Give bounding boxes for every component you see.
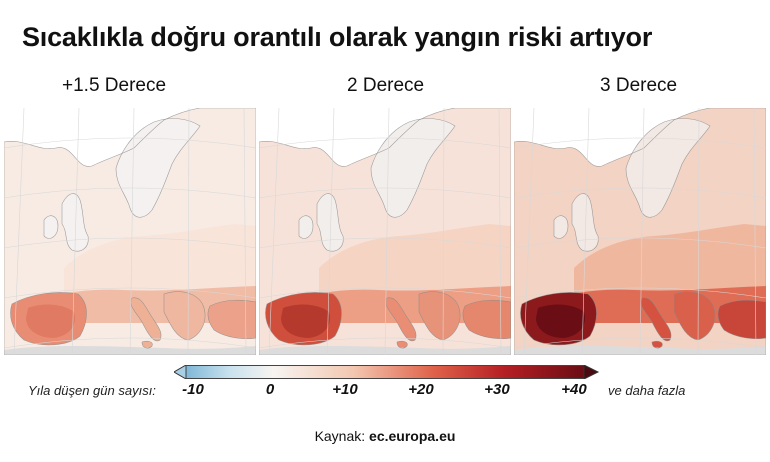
panel-label-2: 2 Derece bbox=[347, 75, 425, 96]
legend-tick-0: 0 bbox=[265, 381, 275, 398]
legend-tick-minus10: -10 bbox=[182, 381, 204, 398]
legend-label: Yıla düşen gün sayısı: bbox=[28, 383, 156, 398]
legend-tick-40: +40 bbox=[561, 381, 587, 398]
source-prefix: Kaynak: bbox=[314, 428, 366, 444]
source-name: ec.europa.eu bbox=[369, 428, 456, 444]
page-title: Sıcaklıkla doğru orantılı olarak yangın … bbox=[22, 22, 653, 52]
legend-tick-20: +20 bbox=[408, 381, 434, 398]
source-credit: Kaynak: ec.europa.eu bbox=[0, 428, 770, 444]
legend-tick-30: +30 bbox=[484, 381, 510, 398]
map-panel-1-5 bbox=[4, 108, 256, 355]
legend-colorbar bbox=[173, 364, 600, 384]
panel-label-1-5: +1.5 Derece bbox=[62, 75, 167, 96]
legend-more-label: ve daha fazla bbox=[608, 383, 686, 398]
map-panel-2 bbox=[259, 108, 511, 355]
map-panel-3 bbox=[514, 108, 766, 355]
legend-tick-10: +10 bbox=[332, 381, 358, 398]
panel-label-3: 3 Derece bbox=[600, 75, 678, 96]
